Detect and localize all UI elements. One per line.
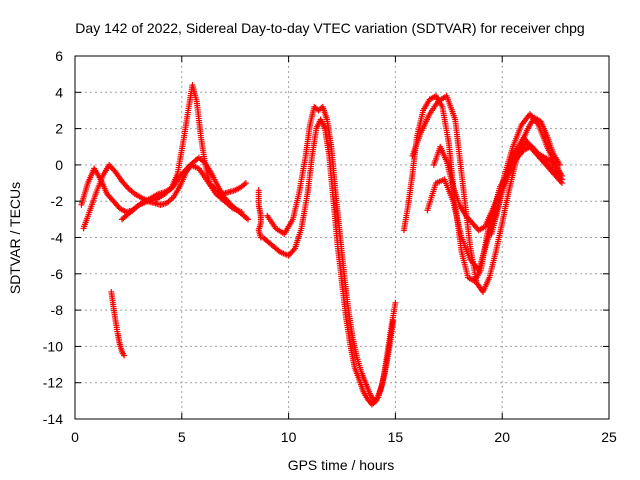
- x-tick-label: 10: [281, 429, 297, 445]
- y-tick-label: -10: [43, 338, 63, 354]
- series-track-d: [108, 288, 128, 359]
- y-tick-label: -4: [51, 230, 64, 246]
- plus-marker: [242, 180, 249, 187]
- plus-marker: [559, 176, 566, 183]
- y-tick-label: -2: [51, 193, 64, 209]
- series-track-j: [430, 143, 566, 234]
- plus-marker: [392, 299, 399, 306]
- data-points: [78, 82, 566, 408]
- y-tick-label: -12: [43, 375, 63, 391]
- y-tick-label: -14: [43, 411, 63, 427]
- series-track-h: [400, 92, 566, 285]
- series-track-c: [118, 161, 245, 223]
- series-track-k: [424, 111, 559, 274]
- series-track-l: [488, 134, 566, 237]
- x-axis-label: GPS time / hours: [288, 457, 395, 473]
- series-track-e: [255, 187, 264, 241]
- plus-marker: [121, 352, 128, 359]
- axis-ticks: 0 5 10 15 20 25 -14 -12 -10 -8 -6 -4 -2 0 2 4 6: [43, 48, 617, 445]
- plus-marker: [552, 161, 559, 168]
- y-tick-label: 4: [55, 84, 63, 100]
- chart-title: Day 142 of 2022, Sidereal Day-to-day VTE…: [75, 20, 584, 36]
- y-tick-label: 2: [55, 121, 63, 137]
- x-tick-label: 20: [494, 429, 510, 445]
- y-tick-label: 0: [55, 157, 63, 173]
- plus-marker: [245, 216, 252, 223]
- y-tick-label: 6: [55, 48, 63, 64]
- x-tick-label: 15: [388, 429, 404, 445]
- x-tick-label: 0: [71, 429, 79, 445]
- y-tick-label: -6: [51, 266, 64, 282]
- y-tick-label: -8: [51, 302, 64, 318]
- x-tick-label: 5: [178, 429, 186, 445]
- x-tick-label: 25: [601, 429, 617, 445]
- series-track-g: [264, 103, 399, 404]
- plus-marker: [238, 209, 245, 216]
- y-axis-label: SDTVAR / TECUs: [7, 182, 23, 294]
